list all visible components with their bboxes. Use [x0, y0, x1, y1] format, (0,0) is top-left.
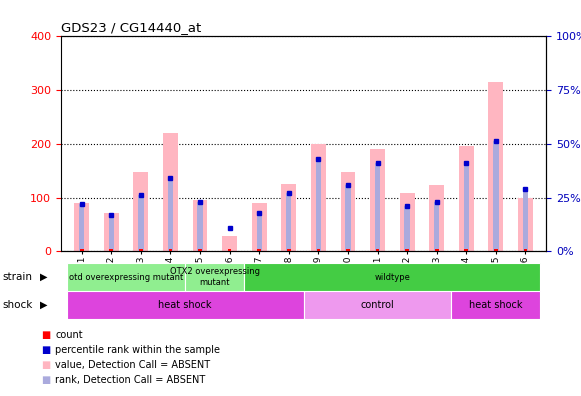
Text: wildtype: wildtype: [374, 273, 410, 282]
Bar: [67, 263, 185, 291]
Bar: [139, 249, 143, 251]
Bar: [315, 159, 321, 251]
Text: ■: ■: [41, 329, 50, 340]
Bar: [163, 133, 178, 251]
Bar: [168, 249, 173, 251]
Bar: [67, 291, 303, 319]
Bar: [340, 171, 356, 251]
Bar: [257, 249, 261, 251]
Bar: [168, 178, 173, 251]
Bar: [198, 249, 202, 251]
Bar: [311, 143, 326, 251]
Bar: [252, 203, 267, 251]
Bar: [287, 249, 290, 251]
Bar: [518, 198, 533, 251]
Bar: [80, 249, 84, 251]
Bar: [489, 82, 503, 251]
Bar: [79, 204, 84, 251]
Bar: [281, 184, 296, 251]
Bar: [257, 213, 262, 251]
Bar: [400, 193, 414, 251]
Bar: [245, 263, 540, 291]
Text: count: count: [55, 329, 83, 340]
Text: ■: ■: [41, 375, 50, 385]
Bar: [406, 249, 409, 251]
Bar: [523, 249, 528, 251]
Bar: [493, 141, 498, 251]
Bar: [459, 146, 474, 251]
Bar: [404, 206, 410, 251]
Bar: [464, 163, 469, 251]
Bar: [434, 202, 439, 251]
Bar: [74, 203, 89, 251]
Bar: [345, 185, 350, 251]
Bar: [193, 200, 207, 251]
Text: heat shock: heat shock: [469, 300, 522, 310]
Text: GDS23 / CG14440_at: GDS23 / CG14440_at: [61, 21, 201, 34]
Bar: [435, 249, 439, 251]
Bar: [523, 189, 528, 251]
Bar: [185, 263, 245, 291]
Bar: [376, 249, 379, 251]
Bar: [375, 163, 380, 251]
Text: percentile rank within the sample: percentile rank within the sample: [55, 345, 220, 355]
Bar: [429, 185, 444, 251]
Text: OTX2 overexpressing
mutant: OTX2 overexpressing mutant: [170, 268, 260, 287]
Text: ▶: ▶: [40, 300, 47, 310]
Bar: [109, 249, 113, 251]
Bar: [109, 215, 114, 251]
Text: control: control: [361, 300, 394, 310]
Bar: [346, 249, 350, 251]
Text: ■: ■: [41, 360, 50, 370]
Text: ▶: ▶: [40, 272, 47, 282]
Bar: [370, 149, 385, 251]
Bar: [317, 249, 320, 251]
Bar: [104, 213, 119, 251]
Bar: [222, 236, 237, 251]
Text: value, Detection Call = ABSENT: value, Detection Call = ABSENT: [55, 360, 210, 370]
Text: strain: strain: [3, 272, 33, 282]
Text: shock: shock: [3, 300, 33, 310]
Text: heat shock: heat shock: [159, 300, 212, 310]
Bar: [138, 195, 144, 251]
Bar: [303, 291, 451, 319]
Bar: [286, 193, 292, 251]
Bar: [198, 202, 203, 251]
Text: rank, Detection Call = ABSENT: rank, Detection Call = ABSENT: [55, 375, 206, 385]
Bar: [451, 291, 540, 319]
Text: otd overexpressing mutant: otd overexpressing mutant: [69, 273, 183, 282]
Bar: [464, 249, 468, 251]
Bar: [228, 249, 231, 251]
Text: ■: ■: [41, 345, 50, 355]
Bar: [494, 249, 498, 251]
Bar: [134, 171, 148, 251]
